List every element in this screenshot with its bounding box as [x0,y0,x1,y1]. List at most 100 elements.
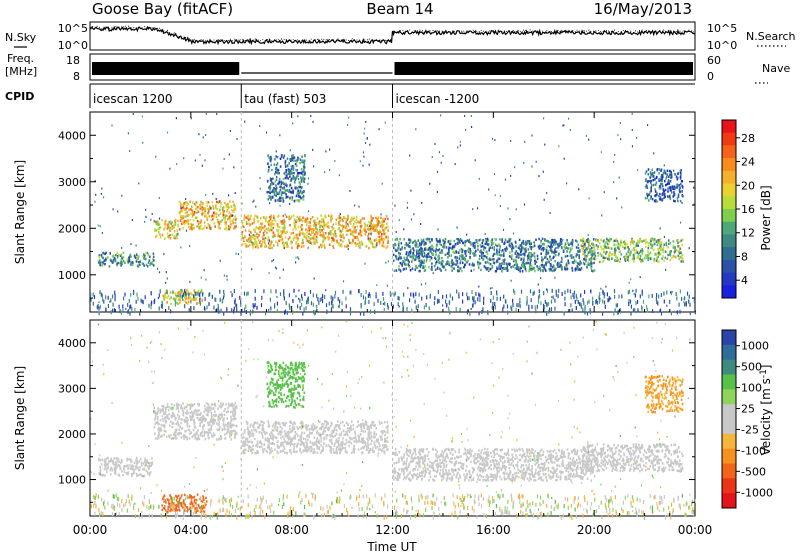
echo-cell [481,244,484,248]
echo-cell [361,217,364,220]
echo-cell [572,292,574,297]
echo-cell [231,293,233,298]
echo-cell [107,467,109,470]
echo-cell [201,212,203,215]
echo-cell [682,195,684,198]
echo-cell [577,246,580,250]
echo-cell [603,244,606,247]
echo-cell [236,307,238,312]
echo-cell [185,214,188,218]
echo-cell [264,217,267,221]
echo-cell [451,266,453,269]
echo-cell [180,292,182,295]
echo-cell [252,237,254,240]
echo-cell [299,195,301,198]
echo-cell [428,266,430,269]
echo-cell [302,194,305,197]
echo-cell [398,252,400,255]
echo-cell [439,239,441,243]
echo-cell [282,181,285,184]
echo-cell [435,262,437,266]
echo-cell [399,270,402,273]
echo-cell [655,259,658,262]
echo-cell [469,248,472,251]
echo-cell [162,424,165,427]
echo-cell [653,199,656,202]
echo-cell [161,408,163,412]
echo-cell [530,246,533,249]
echo-cell [512,265,514,268]
echo-cell [209,292,211,297]
echo-cell [316,293,318,298]
echo-cell [375,292,377,295]
echo-cell [468,240,470,243]
echo-cell [193,294,195,299]
echo-cell [370,219,373,222]
echo-cell [377,239,380,242]
echo-cell [679,175,682,178]
echo-cell [204,159,206,162]
echo-cell [380,216,382,219]
echo-cell [443,265,445,268]
echo-cell [175,294,177,297]
echo-cell [503,251,505,254]
echo-cell [280,220,282,223]
echo-cell [649,197,652,200]
echo-cell [239,295,241,300]
echo-cell [470,115,472,117]
echo-cell [420,250,423,253]
echo-cell [201,213,203,217]
echo-cell [245,220,248,224]
echo-cell [626,242,628,246]
echo-cell [398,296,400,301]
echo-cell [139,473,142,476]
echo-cell [356,242,359,246]
echo-cell [331,228,334,231]
echo-cell [220,404,223,407]
echo-cell [177,403,179,406]
echo-cell [661,185,664,188]
echo-cell [441,265,444,268]
echo-cell [663,291,665,296]
echo-cell [292,167,295,170]
echo-cell [448,254,450,257]
echo-cell [638,238,641,242]
echo-cell [231,423,234,427]
echo-cell [586,300,589,305]
echo-cell [274,199,277,203]
echo-cell [229,433,231,436]
echo-cell [486,252,489,256]
echo-cell [220,436,223,439]
echo-cell [641,305,643,310]
echo-cell [592,238,595,241]
echo-cell [398,265,400,268]
echo-cell [363,217,365,220]
echo-cell [437,255,439,258]
echo-cell [248,222,250,225]
echo-cell [571,269,574,272]
echo-cell [191,223,193,227]
echo-cell [324,214,327,217]
echo-cell [405,258,408,262]
echo-cell [150,461,152,465]
echo-cell [526,299,528,304]
echo-cell [166,223,169,226]
echo-cell [189,245,191,247]
echo-cell [548,241,551,244]
echo-cell [463,266,465,269]
echo-cell [624,258,626,261]
echo-cell [656,300,658,304]
echo-cell [212,417,215,421]
echo-cell [435,245,438,248]
echo-cell [191,410,193,414]
echo-cell [421,252,423,255]
echo-cell [411,260,413,263]
echo-cell [489,267,492,271]
echo-cell [615,303,617,308]
echo-cell [279,234,282,238]
echo-cell [550,258,553,261]
echo-cell [267,190,270,194]
echo-cell [357,220,359,223]
echo-cell [105,251,107,254]
echo-cell [153,426,156,429]
